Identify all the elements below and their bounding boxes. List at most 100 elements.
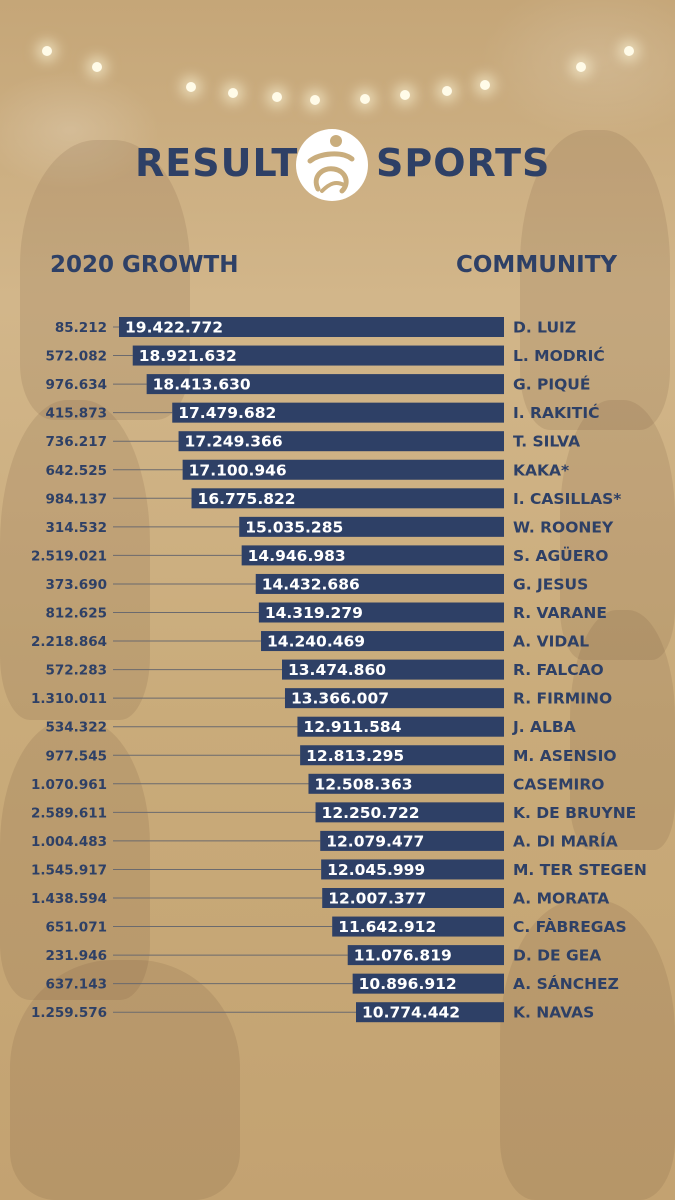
growth-value-label: 1.545.917 xyxy=(31,862,107,878)
bar xyxy=(182,459,505,480)
bar-value-label: 13.474.860 xyxy=(288,661,386,679)
growth-value-label: 534.322 xyxy=(46,720,108,736)
bar xyxy=(119,317,504,337)
brand-word-sports: SPORTS xyxy=(376,141,551,185)
bar xyxy=(191,488,505,509)
growth-value-label: 976.634 xyxy=(46,377,108,393)
player-name-label: G. PIQUÉ xyxy=(513,375,591,394)
bar xyxy=(300,745,504,766)
bar-value-label: 10.896.912 xyxy=(359,975,457,993)
growth-value-label: 977.545 xyxy=(46,748,108,764)
community-column-title: COMMUNITY xyxy=(456,252,618,278)
player-name-label: A. DI MARÍA xyxy=(513,831,618,850)
bar xyxy=(320,830,504,851)
player-name-label: T. SILVA xyxy=(513,433,580,451)
bar xyxy=(322,888,504,908)
growth-column-title: 2020 GROWTH xyxy=(50,252,239,278)
player-name-label: M. TER STEGEN xyxy=(513,861,647,879)
bar-value-label: 17.249.366 xyxy=(185,433,283,451)
player-name-label: M. ASENSIO xyxy=(513,747,617,765)
growth-value-label: 572.082 xyxy=(46,349,108,365)
bar-value-label: 14.946.983 xyxy=(248,547,346,565)
player-name-label: A. VIDAL xyxy=(513,633,589,651)
bar-value-label: 15.035.285 xyxy=(245,518,343,536)
bar-value-label: 12.007.377 xyxy=(328,890,426,908)
bar xyxy=(241,545,504,566)
player-name-label: C. FÀBREGAS xyxy=(513,917,627,936)
player-name-label: S. AGÜERO xyxy=(513,546,608,565)
bar-value-label: 12.911.584 xyxy=(303,718,401,736)
player-name-label: I. RAKITIĆ xyxy=(513,403,599,422)
player-name-label: R. FIRMINO xyxy=(513,690,612,708)
bar-value-label: 18.921.632 xyxy=(139,347,237,365)
bar-value-label: 11.076.819 xyxy=(354,947,452,965)
growth-value-label: 812.625 xyxy=(46,606,108,622)
growth-value-label: 2.218.864 xyxy=(31,634,107,650)
player-name-label: K. DE BRUYNE xyxy=(513,804,636,822)
player-name-label: J. ALBA xyxy=(512,718,576,736)
bar xyxy=(239,516,504,537)
growth-value-label: 1.310.011 xyxy=(31,691,107,707)
player-name-label: G. JESUS xyxy=(513,575,588,593)
brand-word-result: RESULT xyxy=(135,141,299,185)
growth-value-label: 373.690 xyxy=(46,577,108,593)
player-name-label: A. MORATA xyxy=(513,890,609,908)
bar-value-label: 14.240.469 xyxy=(267,633,365,651)
bar-value-label: 11.642.912 xyxy=(338,918,436,936)
bar-value-label: 12.079.477 xyxy=(326,832,424,850)
bar-value-label: 18.413.630 xyxy=(153,376,251,394)
bar-value-label: 12.813.295 xyxy=(306,747,404,765)
player-name-label: W. ROONEY xyxy=(513,518,614,536)
growth-value-label: 1.438.594 xyxy=(31,891,107,907)
growth-value-label: 637.143 xyxy=(46,977,108,993)
growth-value-label: 651.071 xyxy=(46,920,108,936)
growth-value-label: 2.519.021 xyxy=(31,548,107,564)
growth-value-label: 231.946 xyxy=(46,948,108,964)
bar xyxy=(332,916,504,937)
player-name-label: R. VARANE xyxy=(513,604,607,622)
player-name-label: D. DE GEA xyxy=(513,947,601,965)
bar xyxy=(352,973,504,994)
growth-value-label: 984.137 xyxy=(46,491,108,507)
growth-value-label: 415.873 xyxy=(46,406,108,422)
player-name-label: K. NAVAS xyxy=(513,1004,594,1022)
bar xyxy=(281,659,504,680)
bar-value-label: 16.775.822 xyxy=(198,490,296,508)
bar-value-label: 12.045.999 xyxy=(327,861,425,879)
bar xyxy=(261,631,504,652)
bar-value-label: 19.422.772 xyxy=(125,319,223,337)
bar xyxy=(255,573,504,594)
growth-value-label: 1.004.483 xyxy=(31,834,107,850)
bar xyxy=(132,345,504,366)
growth-value-label: 314.532 xyxy=(46,520,108,536)
result-sports-logo-icon xyxy=(296,129,368,201)
brand-header: RESULT SPORTS xyxy=(0,125,675,205)
bar xyxy=(172,402,504,423)
bar-value-label: 10.774.442 xyxy=(362,1004,460,1022)
growth-value-label: 1.259.576 xyxy=(31,1005,107,1021)
bar-value-label: 17.100.946 xyxy=(189,461,287,479)
bar xyxy=(178,431,505,452)
bar xyxy=(146,374,504,395)
bar-value-label: 14.432.686 xyxy=(262,575,360,593)
bar xyxy=(284,688,504,709)
player-name-label: L. MODRIĆ xyxy=(513,346,605,365)
bar-value-label: 12.508.363 xyxy=(314,775,412,793)
growth-value-label: 736.217 xyxy=(46,434,108,450)
bar-value-label: 14.319.279 xyxy=(265,604,363,622)
bar xyxy=(315,802,504,823)
bar-value-label: 17.479.682 xyxy=(178,404,276,422)
player-name-label: I. CASILLAS* xyxy=(513,490,621,508)
growth-value-label: 572.283 xyxy=(46,663,108,679)
player-name-label: R. FALCAO xyxy=(513,661,604,679)
player-name-label: A. SÁNCHEZ xyxy=(513,974,619,993)
growth-value-label: 1.070.961 xyxy=(31,777,107,793)
bar xyxy=(356,1002,504,1023)
bar xyxy=(347,945,504,966)
growth-value-label: 2.589.611 xyxy=(31,805,107,821)
bar xyxy=(308,773,504,794)
bar xyxy=(321,859,504,880)
bar-value-label: 12.250.722 xyxy=(322,804,420,822)
player-name-label: KAKA* xyxy=(513,461,569,479)
